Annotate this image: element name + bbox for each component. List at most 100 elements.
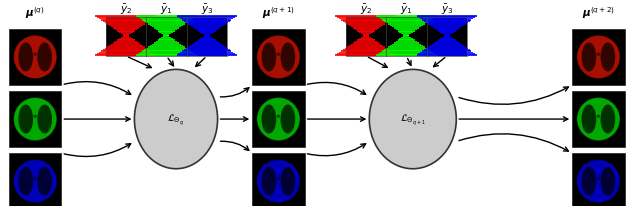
Bar	[190, 25, 223, 27]
Bar	[339, 19, 392, 20]
Ellipse shape	[582, 167, 596, 196]
Bar	[390, 46, 423, 47]
Bar	[426, 48, 468, 50]
Bar	[152, 27, 181, 28]
Bar	[106, 18, 146, 57]
Bar	[180, 19, 234, 20]
Bar	[420, 52, 474, 54]
Ellipse shape	[577, 37, 620, 78]
Bar	[428, 24, 465, 26]
Bar	[117, 40, 135, 42]
Bar	[417, 16, 477, 18]
Bar	[202, 34, 212, 35]
Bar	[440, 32, 454, 34]
Ellipse shape	[597, 115, 600, 118]
Bar	[159, 32, 173, 34]
Bar	[144, 50, 189, 51]
Bar	[108, 47, 145, 49]
Ellipse shape	[280, 167, 295, 196]
Bar	[357, 31, 375, 32]
Text: $\boldsymbol{\mu}^{(q)}$: $\boldsymbol{\mu}^{(q)}$	[26, 5, 45, 21]
Bar	[187, 18, 227, 57]
Bar	[572, 92, 625, 147]
Bar	[101, 20, 150, 22]
Ellipse shape	[134, 70, 218, 169]
Bar	[442, 34, 452, 35]
Text: $\boldsymbol{\mu}^{(q+1)}$: $\boldsymbol{\mu}^{(q+1)}$	[262, 5, 295, 21]
Ellipse shape	[582, 105, 596, 134]
Ellipse shape	[280, 105, 295, 134]
Bar	[349, 25, 383, 27]
Bar	[121, 37, 131, 39]
Bar	[337, 54, 394, 55]
Bar	[349, 46, 383, 47]
Bar	[355, 42, 377, 43]
Ellipse shape	[262, 43, 276, 72]
Bar	[382, 51, 431, 53]
Bar	[427, 18, 467, 57]
Text: $\mathcal{L}_{\Theta_{q+1}}$: $\mathcal{L}_{\Theta_{q+1}}$	[400, 112, 426, 127]
Bar	[430, 46, 463, 47]
Ellipse shape	[600, 167, 615, 196]
Bar	[382, 20, 431, 22]
Text: $\bar{y}_1$: $\bar{y}_1$	[160, 3, 173, 17]
Ellipse shape	[257, 99, 300, 140]
Bar	[109, 25, 143, 27]
Bar	[146, 23, 187, 24]
Bar	[188, 24, 225, 26]
Bar	[200, 32, 214, 34]
Bar	[142, 20, 191, 22]
Bar	[353, 43, 379, 44]
Bar	[146, 18, 187, 57]
Text: $\mathcal{L}_{\Theta_q}$: $\mathcal{L}_{\Theta_q}$	[168, 112, 184, 127]
Bar	[113, 43, 139, 44]
Bar	[378, 54, 435, 55]
Bar	[157, 31, 175, 32]
Bar	[419, 17, 476, 19]
Bar	[351, 44, 381, 46]
Bar	[95, 55, 156, 57]
Bar	[200, 39, 214, 40]
Bar	[252, 30, 305, 85]
Bar	[198, 40, 216, 42]
Bar	[384, 50, 429, 51]
Bar	[345, 23, 387, 24]
Bar	[136, 55, 197, 57]
Ellipse shape	[14, 37, 56, 78]
Bar	[403, 35, 410, 36]
Bar	[196, 42, 218, 43]
Ellipse shape	[277, 177, 280, 180]
Bar	[380, 52, 433, 54]
Bar	[204, 36, 210, 38]
Bar	[438, 40, 456, 42]
Bar	[438, 31, 456, 32]
Bar	[339, 52, 392, 54]
Bar	[117, 31, 135, 32]
Bar	[99, 19, 152, 20]
Bar	[386, 23, 427, 24]
Bar	[156, 42, 177, 43]
Bar	[359, 32, 372, 34]
Bar	[154, 28, 179, 30]
Bar	[436, 29, 458, 31]
Bar	[115, 29, 137, 31]
Bar	[361, 37, 371, 39]
Ellipse shape	[262, 105, 276, 134]
Ellipse shape	[582, 43, 596, 72]
Bar	[346, 18, 467, 57]
Bar	[163, 35, 170, 36]
Bar	[388, 47, 425, 49]
Bar	[108, 24, 145, 26]
Bar	[343, 21, 388, 23]
Text: $\bar{y}_2$: $\bar{y}_2$	[120, 3, 132, 17]
Bar	[140, 52, 193, 54]
Bar	[111, 44, 141, 46]
Bar	[430, 25, 463, 27]
Bar	[442, 37, 452, 39]
Ellipse shape	[37, 105, 52, 134]
Ellipse shape	[34, 177, 36, 180]
Bar	[434, 43, 460, 44]
Bar	[144, 21, 189, 23]
Bar	[388, 24, 425, 26]
Bar	[345, 48, 387, 50]
